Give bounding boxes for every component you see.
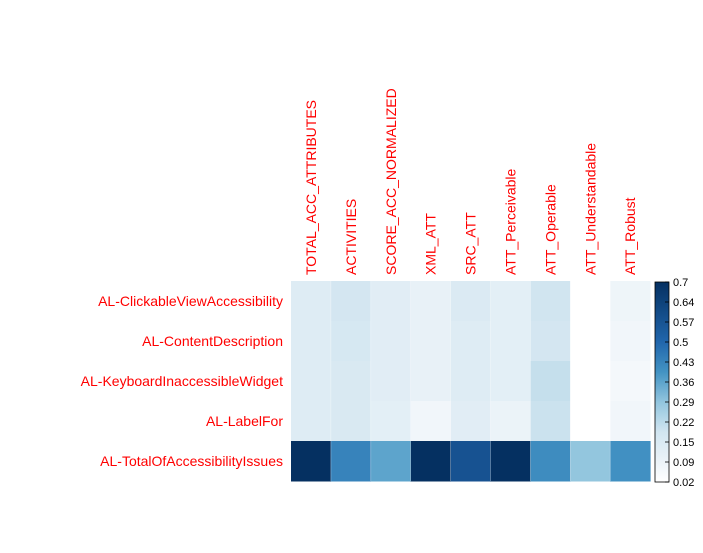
row-label: AL-ClickableViewAccessibility [98, 293, 283, 309]
heatmap-cell [490, 441, 531, 482]
heatmap-cell [450, 401, 491, 442]
heatmap-cell [450, 361, 491, 402]
heatmap-cell [370, 281, 412, 322]
heatmap-cell [450, 281, 491, 322]
row-label: AL-LabelFor [206, 413, 283, 429]
colorbar-tick-label: 0.7 [673, 277, 688, 289]
heatmap-cell [291, 281, 332, 322]
colorbar: 0.7 0.64 0.57 0.5 0.43 0.36 0.29 0.22 0.15 0.09 0.… [654, 277, 694, 489]
heatmap-cell [330, 321, 372, 362]
heatmap-cell [330, 441, 372, 482]
colorbar-tick-label: 0.22 [673, 417, 694, 429]
heatmap-cell [330, 361, 372, 402]
heatmap-cell [450, 441, 491, 482]
heatmap-cell [530, 401, 571, 442]
heatmap-cell [410, 361, 452, 402]
heatmap-cell [490, 281, 531, 322]
heatmap-cell [370, 441, 412, 482]
heatmap-cell [410, 281, 452, 322]
colorbar-tick-label: 0.43 [673, 357, 694, 369]
colorbar-tick-label: 0.15 [673, 437, 694, 449]
heatmap-cell [610, 441, 651, 482]
column-label: ATT_Perceivable [502, 168, 518, 275]
column-label: TOTAL_ACC_ATTRIBUTES [303, 100, 319, 275]
column-label: XML_ATT [423, 213, 439, 275]
heatmap-cell [490, 321, 531, 362]
heatmap-cell [410, 441, 452, 482]
colorbar-tick-label: 0.02 [673, 477, 694, 489]
column-label: SRC_ATT [463, 212, 479, 275]
heatmap-cell [610, 361, 651, 402]
row-labels: AL-ClickableViewAccessibility AL-ContentD… [81, 293, 284, 469]
column-label: ACTIVITIES [343, 199, 359, 275]
heatmap-cell [530, 321, 571, 362]
colorbar-tick-label: 0.64 [673, 297, 694, 309]
heatmap-cell [291, 321, 332, 362]
heatmap-cell [530, 441, 571, 482]
heatmap-cell [330, 281, 372, 322]
heatmap-cell [570, 281, 611, 322]
heatmap-cell [370, 401, 412, 442]
heatmap-cell [610, 321, 651, 362]
heatmap-cell [330, 401, 372, 442]
heatmap-cell [570, 441, 611, 482]
heatmap-cell [410, 321, 452, 362]
row-label: AL-KeyboardInaccessibleWidget [81, 373, 283, 389]
heatmap-cell [490, 361, 531, 402]
heatmap-cell [530, 281, 571, 322]
heatmap-cell [570, 401, 611, 442]
column-label: SCORE_ACC_NORMALIZED [383, 88, 399, 275]
row-label: AL-TotalOfAccessibilityIssues [100, 453, 283, 469]
heatmap-cell [610, 281, 651, 322]
heatmap-cell [490, 401, 531, 442]
colorbar-tick-label: 0.29 [673, 397, 694, 409]
heatmap-cell [291, 401, 332, 442]
heatmap-cell [610, 401, 651, 442]
colorbar-tick-label: 0.57 [673, 317, 694, 329]
heatmap-cell [370, 321, 412, 362]
heatmap-cell [291, 441, 332, 482]
column-label: ATT_Operable [542, 184, 558, 275]
column-labels: TOTAL_ACC_ATTRIBUTES ACTIVITIES SCORE_ACC_… [303, 88, 638, 275]
heatmap-cell [530, 361, 571, 402]
heatmap-cell [410, 401, 452, 442]
colorbar-tick-label: 0.09 [673, 457, 694, 469]
heatmap-cell [370, 361, 412, 402]
row-label: AL-ContentDescription [142, 333, 283, 349]
heatmap-cells [291, 281, 651, 482]
heatmap-cell [450, 321, 491, 362]
heatmap-cell [570, 361, 611, 402]
colorbar-tick-label: 0.36 [673, 377, 694, 389]
column-label: ATT_Robust [622, 197, 638, 275]
colorbar-tick-label: 0.5 [673, 337, 688, 349]
heatmap-cell [291, 361, 332, 402]
heatmap-cell [570, 321, 611, 362]
column-label: ATT_Understandable [582, 143, 598, 275]
